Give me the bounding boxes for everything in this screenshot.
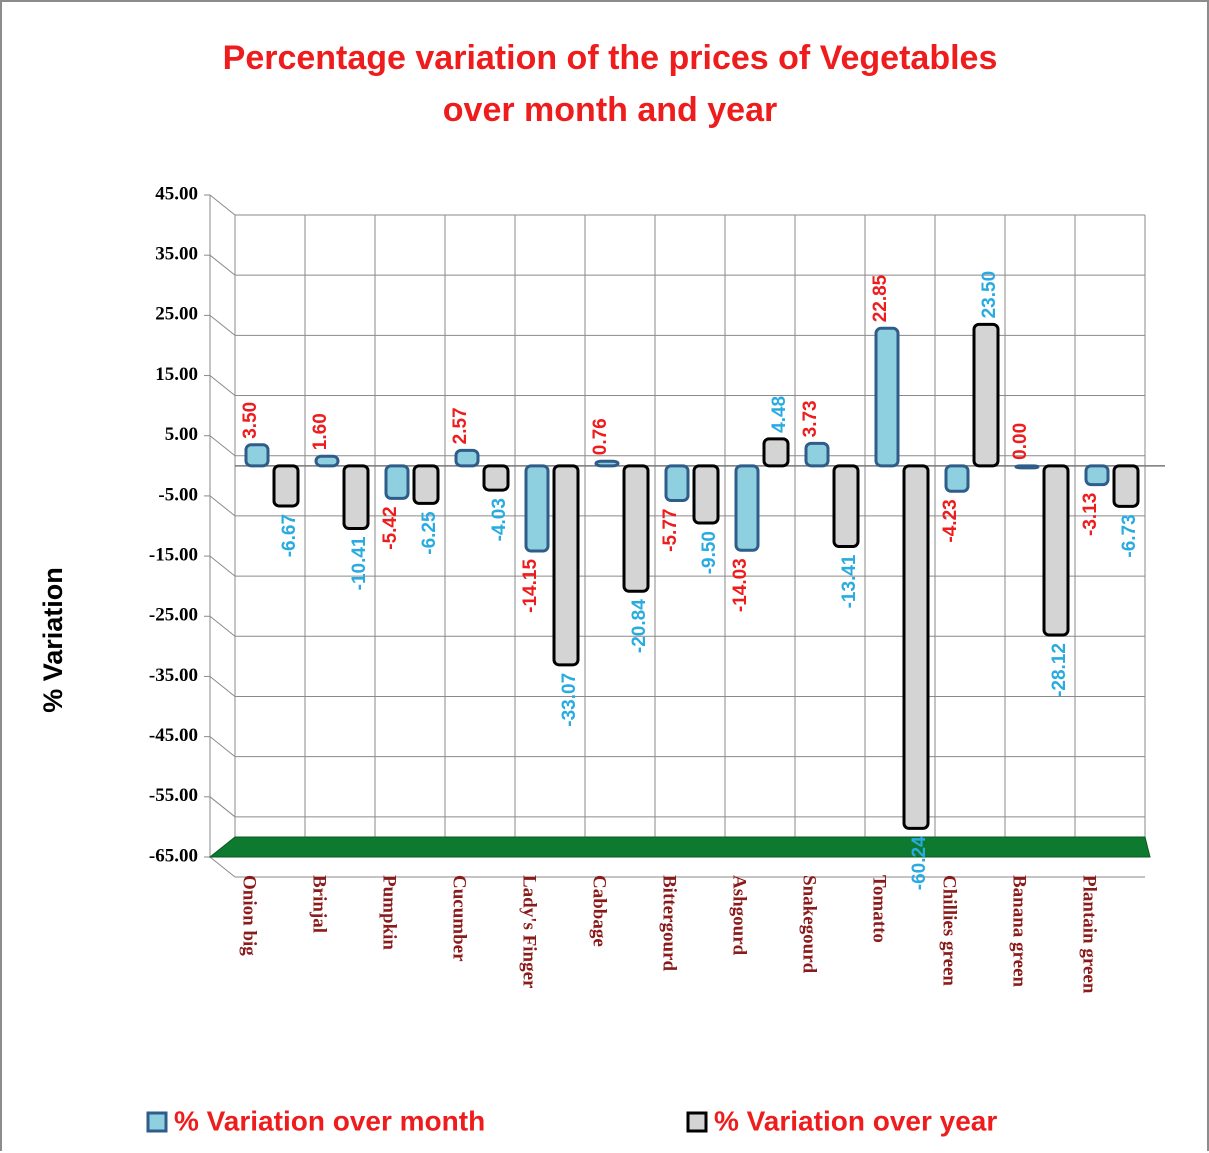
- bar: [596, 461, 618, 466]
- value-label: 4.48: [769, 396, 790, 433]
- value-label: -33.07: [559, 673, 580, 727]
- x-tick-label: Cabbage: [589, 875, 610, 947]
- y-tick-label: -5.00: [158, 484, 198, 505]
- x-tick-label: Banana green: [1009, 875, 1030, 988]
- x-tick-label: Cucumber: [449, 875, 470, 962]
- grid-line: [210, 857, 1145, 877]
- bar: [1114, 466, 1138, 507]
- y-tick-label: -25.00: [149, 605, 198, 626]
- x-tick-label: Snakegourd: [799, 875, 820, 974]
- bar: [554, 466, 578, 665]
- bar: [414, 466, 438, 504]
- value-label: -6.25: [419, 511, 440, 555]
- value-label: 3.50: [240, 402, 261, 439]
- value-label: -5.77: [660, 509, 681, 552]
- bar: [246, 445, 268, 466]
- x-tick-label: Brinjal: [309, 875, 330, 933]
- legend-label: % Variation over year: [714, 1105, 997, 1136]
- value-label: 0.00: [1010, 423, 1031, 460]
- x-tick-label: Plantain green: [1079, 875, 1100, 994]
- grid-line: [210, 195, 1145, 215]
- y-tick-label: -65.00: [149, 845, 198, 866]
- value-label: -60.24: [909, 836, 930, 890]
- value-label: -6.67: [279, 514, 300, 557]
- value-label: 3.73: [800, 400, 821, 437]
- bar: [834, 466, 858, 547]
- y-tick-label: -45.00: [149, 725, 198, 746]
- y-tick-label: 45.00: [155, 183, 198, 204]
- bar: [344, 466, 368, 529]
- x-tick-label: Chillies green: [939, 875, 960, 986]
- x-tick-label: Tomatto: [869, 875, 890, 943]
- bar: [764, 439, 788, 466]
- bar: [694, 466, 718, 523]
- legend-swatch: [148, 1113, 166, 1131]
- bar: [974, 324, 998, 465]
- bar: [1016, 466, 1038, 468]
- bar: [1086, 466, 1108, 485]
- value-label: -20.84: [629, 599, 650, 653]
- x-tick-label: Lady's Finger: [519, 875, 540, 989]
- y-tick-label: 25.00: [155, 304, 198, 325]
- value-label: -14.15: [520, 559, 541, 613]
- y-tick-label: 15.00: [155, 364, 198, 385]
- value-label: -9.50: [699, 531, 720, 574]
- value-label: -13.41: [839, 554, 860, 608]
- value-label: -10.41: [349, 536, 370, 590]
- y-tick-label: 5.00: [165, 424, 198, 445]
- y-tick-label: -35.00: [149, 665, 198, 686]
- bar: [624, 466, 648, 591]
- y-tick-label: -15.00: [149, 544, 198, 565]
- bar: [274, 466, 298, 506]
- value-label: -6.73: [1119, 514, 1140, 557]
- value-label: -14.03: [730, 558, 751, 612]
- value-label: 23.50: [979, 271, 1000, 319]
- bar: [806, 443, 828, 465]
- value-label: -5.42: [380, 506, 401, 549]
- bar: [1044, 466, 1068, 635]
- value-label: -28.12: [1049, 643, 1070, 697]
- y-tick-label: 35.00: [155, 244, 198, 265]
- y-tick-label: -55.00: [149, 785, 198, 806]
- legend-swatch: [688, 1113, 706, 1131]
- value-label: -3.13: [1080, 493, 1101, 536]
- value-label: -4.03: [489, 498, 510, 541]
- legend-label: % Variation over month: [174, 1105, 485, 1136]
- x-tick-label: Onion big: [239, 875, 260, 956]
- x-tick-label: Bittergourd: [659, 875, 680, 971]
- floor: [210, 837, 1150, 857]
- bar: [386, 466, 408, 499]
- chart: % Variation 45.00 35.00 25.00 15.00 5.00 -5.0…: [0, 0, 1209, 1153]
- x-tick-label: Pumpkin: [379, 875, 400, 950]
- y-axis-label: % Variation: [38, 567, 68, 713]
- value-label: -4.23: [940, 499, 961, 542]
- bar: [526, 466, 548, 551]
- bar: [666, 466, 688, 501]
- bar: [876, 328, 898, 466]
- value-label: 1.60: [310, 413, 331, 450]
- x-tick-label: Ashgourd: [729, 875, 750, 956]
- value-label: 0.76: [590, 418, 611, 455]
- bar: [484, 466, 508, 490]
- bar: [316, 456, 338, 466]
- bar: [456, 450, 478, 465]
- value-label: 22.85: [870, 274, 891, 322]
- bar: [736, 466, 758, 550]
- value-label: 2.57: [450, 407, 471, 444]
- bar: [946, 466, 968, 491]
- bar: [904, 466, 928, 829]
